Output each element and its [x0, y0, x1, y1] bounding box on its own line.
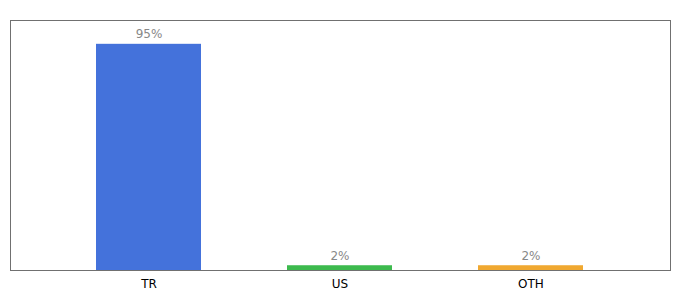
- svg-text:US: US: [332, 277, 348, 291]
- svg-text:95%: 95%: [136, 27, 163, 41]
- svg-text:TR: TR: [140, 277, 157, 291]
- svg-text:OTH: OTH: [518, 277, 544, 291]
- svg-text:2%: 2%: [330, 249, 349, 263]
- svg-text:2%: 2%: [521, 249, 540, 263]
